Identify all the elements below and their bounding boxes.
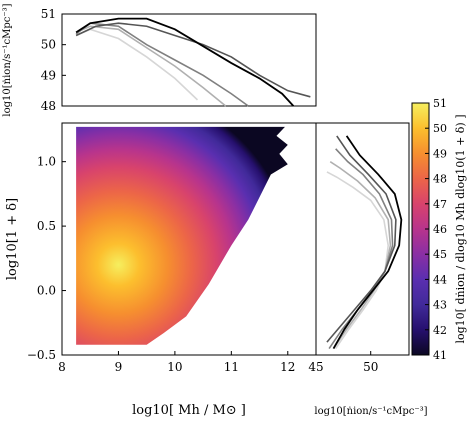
- main-y-tick-label: −0.5: [27, 348, 56, 362]
- colorbar-tick-label: 46: [433, 223, 447, 236]
- side-x-tick-label: 45: [308, 360, 323, 374]
- colorbar-tick-label: 48: [433, 173, 447, 186]
- top-y-ticks: 48 49 50 51: [41, 7, 66, 113]
- main-y-tick-label: 0.0: [37, 284, 56, 298]
- top-series-line: [75, 28, 199, 101]
- main-x-tick-label: 12: [280, 360, 295, 374]
- side-series-line: [326, 135, 397, 343]
- colorbar-tick-label: 44: [433, 273, 447, 286]
- top-y-tick-label: 50: [41, 38, 56, 52]
- colorbar-label: log10[ dṅion / dlog10 Mh dlog10(1 + δ) ]: [454, 114, 467, 343]
- heatmap-field: [76, 126, 288, 345]
- top-series-line: [75, 22, 311, 98]
- top-axes-frame: [61, 13, 317, 107]
- main-x-ticks: 8 9 10 11 12: [58, 351, 295, 374]
- main-x-tick-label: 11: [224, 360, 239, 374]
- colorbar-tick-label: 45: [433, 248, 447, 261]
- colorbar-tick-label: 47: [433, 198, 447, 211]
- colorbar-tick-label: 50: [433, 122, 447, 135]
- main-y-tick-label: 1.0: [37, 155, 56, 169]
- top-series-line: [75, 17, 295, 107]
- side-x-tick-label: 50: [363, 360, 378, 374]
- main-x-tick-label: 9: [115, 360, 123, 374]
- side-x-ticks: 45 50: [308, 351, 378, 374]
- top-y-tick-label: 49: [41, 68, 56, 82]
- side-panel: 45 50 log10[ṅion/s⁻¹cMpc⁻³]: [308, 122, 428, 417]
- top-y-tick-label: 48: [41, 99, 56, 113]
- colorbar: 41 42 43 44 45 46 47 48 49 50 51 log10[ dṅion / dl…: [411, 97, 467, 362]
- main-y-label: log10[1 + δ]: [5, 198, 20, 280]
- main-x-label: log10[ Mh / M⊙ ]: [132, 403, 246, 418]
- main-x-tick-label: 10: [167, 360, 182, 374]
- side-series-line: [326, 171, 390, 350]
- colorbar-tick-label: 42: [433, 324, 447, 337]
- top-lines: [75, 17, 311, 107]
- main-y-tick-label: 0.5: [37, 219, 56, 233]
- colorbar-tick-label: 51: [433, 97, 447, 110]
- colorbar-tick-label: 49: [433, 147, 447, 160]
- side-series-line: [329, 160, 392, 350]
- top-series-line: [75, 22, 249, 107]
- colorbar-tick-label: 43: [433, 299, 447, 312]
- top-y-tick-label: 51: [41, 7, 56, 21]
- colorbar-tick-label: 41: [433, 349, 447, 362]
- top-y-label: log10[ṅion/s⁻¹cMpc⁻³]: [2, 3, 13, 116]
- colorbar-ticks: 41 42 43 44 45 46 47 48 49 50 51: [425, 97, 447, 362]
- top-panel: 48 49 50 51 log10[ṅion/s⁻¹cMpc⁻³]: [2, 3, 317, 117]
- side-axes-frame: [315, 122, 410, 356]
- top-series-line: [75, 25, 227, 107]
- side-x-label: log10[ṅion/s⁻¹cMpc⁻³]: [314, 406, 427, 417]
- main-panel: 8 9 10 11 12 −0.50.00.51.0 log10[ Mh / M⊙ ] …: [5, 122, 317, 418]
- side-lines: [326, 135, 403, 350]
- main-x-tick-label: 8: [58, 360, 66, 374]
- side-series-line: [332, 135, 403, 349]
- main-y-ticks: −0.5 0.0 0.5 1.0: [27, 155, 66, 362]
